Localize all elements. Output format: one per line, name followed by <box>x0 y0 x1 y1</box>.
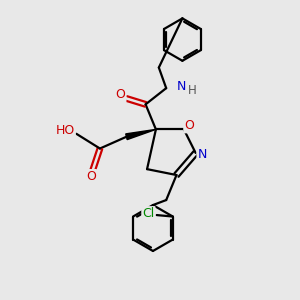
Polygon shape <box>126 129 156 140</box>
Text: O: O <box>116 88 125 101</box>
Text: H: H <box>188 84 197 97</box>
Text: Cl: Cl <box>142 207 154 220</box>
Text: N: N <box>177 80 187 93</box>
Text: O: O <box>86 170 96 183</box>
Text: HO: HO <box>56 124 75 137</box>
Text: N: N <box>197 148 207 161</box>
Text: O: O <box>184 119 194 132</box>
